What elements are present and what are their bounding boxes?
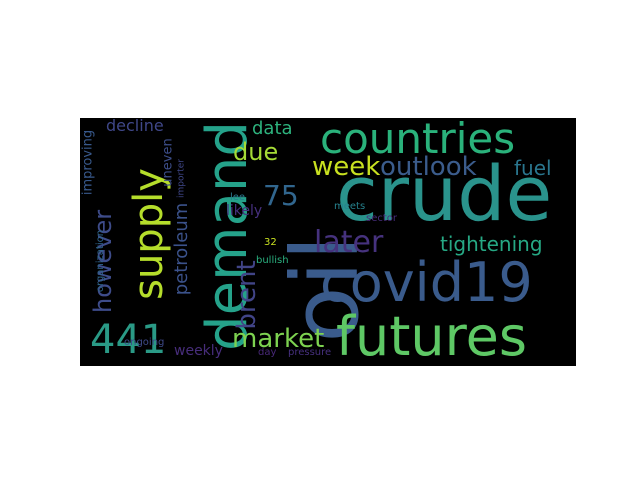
word-pressure: pressure [288,347,332,358]
word-covid19: covid19 [320,251,533,314]
word-organization: organization [95,229,106,293]
word-weekly: weekly [174,343,223,359]
word-fuel: fuel [514,156,552,180]
word-tightening: tightening [440,232,543,256]
word-uneven: uneven [160,138,176,187]
word-data: data [252,118,293,139]
word-lee: lee [230,192,246,203]
word-likely: likely [226,203,263,219]
word-crude: crude [336,149,553,238]
word-75: 75 [263,179,299,212]
word-decline: decline [106,118,164,135]
word-later: later [314,225,384,260]
word-due: due [233,138,279,166]
word-improving: improving [80,129,96,196]
word-brent: brent [232,260,262,330]
word-441: 441 [90,317,167,363]
word-importer: importer [176,159,187,198]
word-market: market [232,324,325,354]
word-petroleum: petroleum [171,202,192,296]
word-week: week [312,152,381,182]
word-meets: meets [334,201,366,212]
word-outlook: outlook [380,152,477,182]
word-cloud: crude oil demand covid19 futures countri… [80,118,576,366]
word-countries: countries [320,118,516,163]
word-futures: futures [336,305,528,366]
word-32: 32 [264,237,277,248]
word-bullish: bullish [256,255,289,266]
word-sector: sector [366,213,398,224]
word-ongoing: ongoing [124,337,165,348]
word-day: day [258,347,277,358]
